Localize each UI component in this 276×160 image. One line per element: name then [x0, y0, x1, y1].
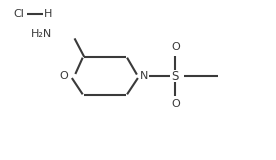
Text: S: S [172, 69, 179, 83]
Text: Cl: Cl [13, 9, 24, 19]
Text: O: O [59, 72, 68, 81]
Text: O: O [171, 42, 180, 52]
Text: N: N [140, 72, 148, 81]
Text: H₂N: H₂N [31, 29, 52, 39]
Text: H: H [44, 9, 52, 19]
Text: O: O [171, 99, 180, 109]
